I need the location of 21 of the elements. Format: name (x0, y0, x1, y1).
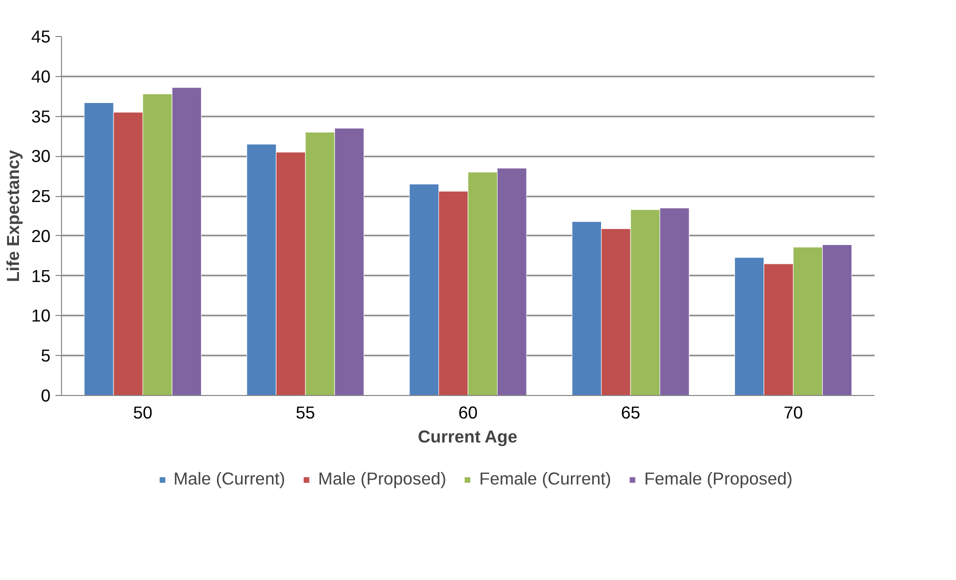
y-tick-label: 15 (31, 266, 51, 286)
legend-label: Male (Current) (173, 468, 286, 490)
y-tick-label: 45 (31, 26, 51, 46)
y-tick-label: 20 (31, 226, 51, 246)
y-tick-label: 0 (40, 386, 51, 406)
y-tick-label: 30 (31, 146, 51, 166)
x-tick-label: 70 (784, 402, 803, 422)
x-tick-label: 65 (620, 402, 640, 422)
y-tick-label: 5 (40, 346, 51, 366)
y-tick-label: 40 (31, 66, 51, 86)
legend-label: Female (Current) (479, 468, 612, 490)
y-tick-label: 25 (31, 186, 51, 206)
y-tick-label: 35 (31, 106, 51, 126)
x-tick-label: 50 (133, 402, 152, 422)
y-tick-label: 10 (31, 306, 51, 326)
x-tick-label: 60 (458, 402, 478, 422)
x-tick-label: 55 (296, 402, 316, 422)
legend-label: Female (Proposed) (644, 468, 793, 490)
y-axis-title: Life Expectancy (3, 150, 24, 282)
legend-label: Male (Proposed) (318, 468, 446, 490)
x-axis-title: Current Age (418, 426, 518, 446)
